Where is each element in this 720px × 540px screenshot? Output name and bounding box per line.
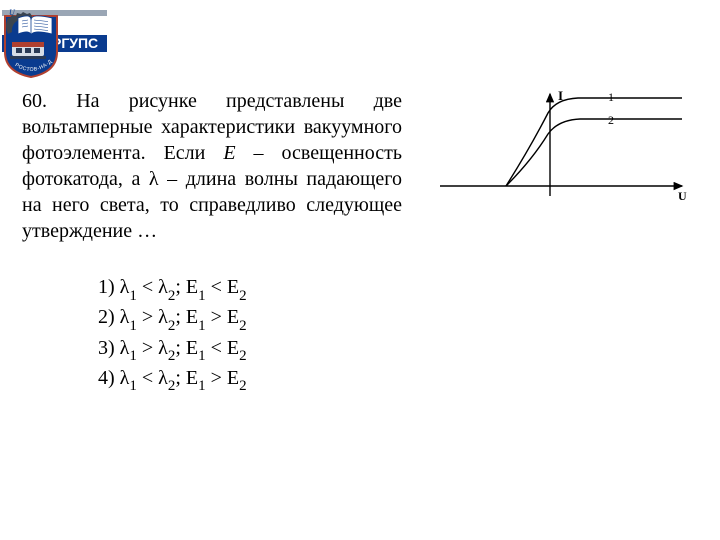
iv-chart: I U 1 2 [430, 88, 690, 218]
chart-svg: I U 1 2 [430, 88, 690, 218]
svg-text:РГУПС: РГУПС [52, 35, 98, 51]
svg-text:2: 2 [608, 113, 614, 127]
question-row: 60. На рисунке представлены две вольтамп… [22, 88, 698, 244]
option-2: 2) λ1 > λ2; E1 > E2 [98, 304, 698, 334]
svg-text:U: U [678, 189, 687, 203]
university-logo: U РГУПС РОСТОВ-НА-ДОНУ [2, 4, 107, 79]
svg-text:1: 1 [608, 90, 614, 104]
logo-svg: U РГУПС РОСТОВ-НА-ДОНУ [2, 4, 107, 79]
content-area: 60. На рисунке представлены две вольтамп… [22, 88, 698, 395]
question-text: 60. На рисунке представлены две вольтамп… [22, 88, 402, 244]
option-1: 1) λ1 < λ2; E1 < E2 [98, 274, 698, 304]
option-4: 4) λ1 < λ2; E1 > E2 [98, 365, 698, 395]
answer-options: 1) λ1 < λ2; E1 < E2 2) λ1 > λ2; E1 > E2 … [98, 274, 698, 395]
E-symbol: E [223, 142, 235, 164]
option-3: 3) λ1 > λ2; E1 < E2 [98, 335, 698, 365]
